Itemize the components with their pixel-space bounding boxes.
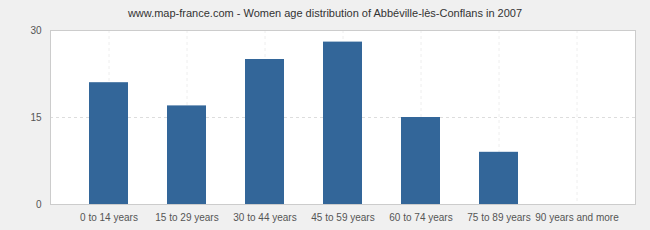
svg-text:0: 0	[36, 199, 42, 210]
svg-text:0 to 14 years: 0 to 14 years	[80, 212, 138, 223]
svg-text:90 years and more: 90 years and more	[535, 212, 619, 223]
html-text:www.map-france.com - Women age: www.map-france.com - Women age distribut…	[127, 7, 523, 19]
svg-text:15 to 29 years: 15 to 29 years	[155, 212, 218, 223]
svg-text:75 to 89 years: 75 to 89 years	[467, 212, 530, 223]
svg-text:30 to 44 years: 30 to 44 years	[233, 212, 296, 223]
svg-text:45 to 59 years: 45 to 59 years	[311, 212, 374, 223]
svg-text:60 to 74 years: 60 to 74 years	[389, 212, 452, 223]
svg-text:15: 15	[30, 112, 42, 123]
svg-text:30: 30	[30, 25, 42, 36]
